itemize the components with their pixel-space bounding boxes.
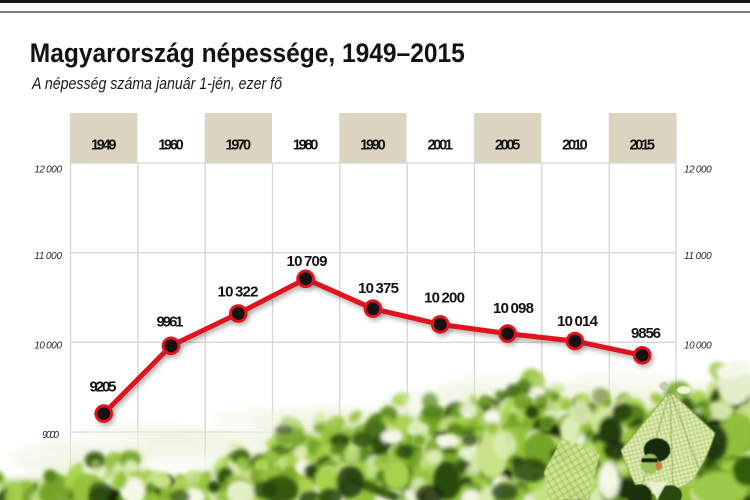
- svg-text:12 000: 12 000: [34, 164, 62, 175]
- svg-text:10 709: 10 709: [287, 253, 328, 270]
- svg-text:10 322: 10 322: [218, 284, 259, 301]
- svg-text:2001: 2001: [427, 137, 453, 153]
- svg-text:9205: 9205: [90, 379, 117, 396]
- svg-text:1990: 1990: [360, 137, 386, 153]
- svg-text:11 000: 11 000: [684, 251, 712, 262]
- svg-text:10 375: 10 375: [358, 280, 399, 297]
- svg-text:12 000: 12 000: [684, 164, 712, 175]
- svg-text:Magyarország népessége, 1949–2: Magyarország népessége, 1949–2015: [30, 38, 465, 68]
- svg-text:9961: 9961: [157, 314, 184, 331]
- svg-text:1960: 1960: [158, 137, 184, 153]
- svg-text:10 098: 10 098: [493, 300, 534, 317]
- svg-text:9000: 9000: [42, 430, 59, 441]
- svg-text:1949: 1949: [91, 137, 117, 153]
- svg-text:10 014: 10 014: [557, 313, 599, 330]
- svg-text:2005: 2005: [495, 137, 520, 153]
- svg-text:1970: 1970: [226, 137, 252, 153]
- svg-text:A népesség száma január 1-jén,: A népesség száma január 1-jén, ezer fő: [31, 74, 282, 93]
- svg-text:10 200: 10 200: [424, 290, 465, 307]
- svg-text:1980: 1980: [293, 137, 319, 153]
- svg-text:11 000: 11 000: [34, 251, 62, 262]
- svg-text:9856: 9856: [631, 325, 661, 342]
- svg-text:2010: 2010: [562, 137, 588, 153]
- svg-text:2015: 2015: [629, 137, 655, 153]
- svg-text:10 000: 10 000: [684, 340, 712, 351]
- svg-text:10 000: 10 000: [34, 340, 62, 351]
